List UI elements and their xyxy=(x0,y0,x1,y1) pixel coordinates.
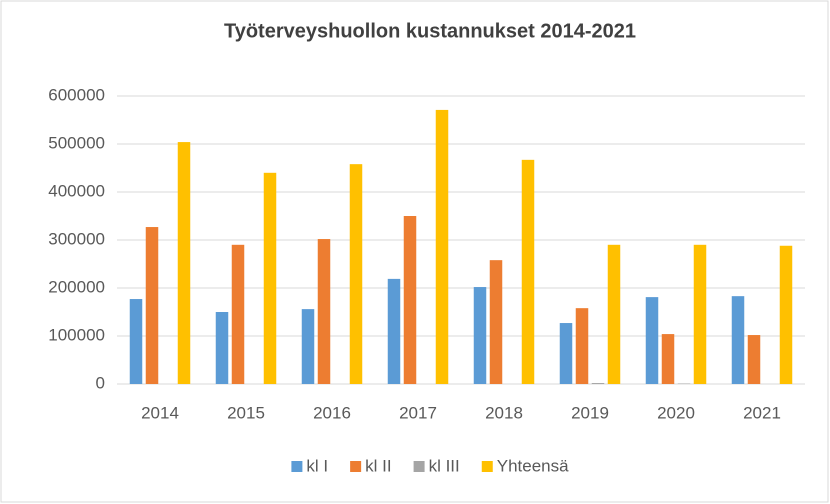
legend-label: Yhteensä xyxy=(497,456,569,475)
legend-swatch xyxy=(350,461,362,472)
x-tick-label: 2015 xyxy=(227,403,265,422)
bar xyxy=(575,308,589,384)
bar xyxy=(489,260,503,384)
y-tick-label: 400000 xyxy=(48,181,105,200)
x-tick-label: 2017 xyxy=(399,403,437,422)
chart-title: Työterveyshuollon kustannukset 2014-2021 xyxy=(224,20,636,42)
y-tick-label: 500000 xyxy=(48,133,105,152)
bar xyxy=(231,244,245,384)
bar xyxy=(747,335,761,384)
bar xyxy=(559,323,573,384)
bar xyxy=(661,334,675,384)
legend-label: kl II xyxy=(365,456,391,475)
y-tick-label: 600000 xyxy=(48,85,105,104)
bar xyxy=(317,239,331,384)
y-tick-label: 0 xyxy=(96,373,105,392)
bar xyxy=(473,287,487,384)
bar xyxy=(779,245,793,384)
legend-swatch xyxy=(481,461,493,472)
bar xyxy=(263,172,277,384)
x-tick-label: 2016 xyxy=(313,403,351,422)
bar xyxy=(301,309,315,384)
x-tick-label: 2020 xyxy=(657,403,695,422)
bar xyxy=(435,109,449,385)
bar xyxy=(645,297,659,384)
bar xyxy=(731,296,745,384)
bar xyxy=(403,216,417,384)
legend-label: kl III xyxy=(429,456,460,475)
bar xyxy=(591,383,605,384)
legend-swatch xyxy=(291,461,303,472)
bar xyxy=(607,244,621,384)
y-tick-label: 300000 xyxy=(48,229,105,248)
x-tick-label: 2021 xyxy=(743,403,781,422)
bar xyxy=(145,227,159,384)
bar xyxy=(215,312,229,384)
x-tick-label: 2019 xyxy=(571,403,609,422)
y-tick-label: 100000 xyxy=(48,325,105,344)
x-tick-label: 2014 xyxy=(141,403,179,422)
bar xyxy=(129,299,143,384)
bar xyxy=(387,278,401,384)
bar xyxy=(521,159,535,384)
y-tick-label: 200000 xyxy=(48,277,105,296)
bar xyxy=(349,164,363,384)
bar xyxy=(177,142,191,384)
legend-label: kl I xyxy=(306,456,328,475)
legend-swatch xyxy=(413,461,425,472)
bar xyxy=(693,244,707,384)
x-tick-label: 2018 xyxy=(485,403,523,422)
